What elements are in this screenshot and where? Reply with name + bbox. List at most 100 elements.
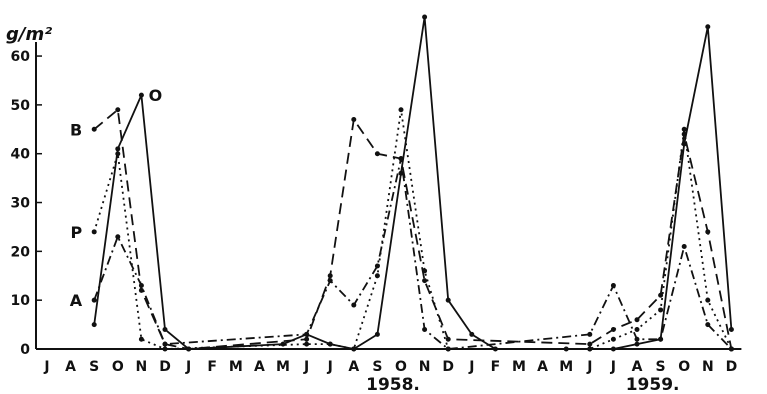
data-point [351,302,357,308]
y-tick-label: 0 [20,342,30,358]
x-tick-label: S [372,359,382,375]
data-point [304,336,310,342]
data-point [658,292,664,298]
data-point [681,126,687,132]
data-point [658,307,664,313]
x-tick-label: S [89,359,99,375]
y-tick-label: 30 [11,196,31,212]
x-tick-label: M [512,359,526,375]
data-point [634,326,640,332]
x-tick-label: A [254,359,265,375]
x-tick-label: O [112,359,124,375]
x-tick-label: D [726,359,738,375]
series-label: A [70,291,83,310]
x-tick-label: J [468,359,474,375]
y-tick-labels: 0 10 20 30 40 50 60 g/m² [6,24,52,358]
series-label: B [70,120,82,139]
y-axis-unit-label: g/m² [6,24,52,45]
data-point [610,326,616,332]
data-point [705,297,711,303]
data-point [162,346,168,352]
x-tick-label: D [442,359,454,375]
data-point [138,283,144,289]
data-point [304,341,310,347]
data-point [563,346,569,352]
data-point [705,24,711,30]
data-point [115,151,121,157]
data-point [351,117,357,123]
y-tick-label: 20 [11,244,31,260]
data-point [374,273,380,279]
x-tick-label: N [419,359,431,375]
x-tick-label: J [303,359,309,375]
data-point [422,268,428,274]
data-point [138,336,144,342]
data-point [492,346,498,352]
series-P [91,107,734,352]
series-A [91,156,734,352]
data-point [422,278,428,284]
data-point [374,151,380,157]
x-tick-label: J [327,359,333,375]
x-tick-label: A [537,359,548,375]
data-point [91,229,97,235]
series-line [93,157,733,350]
data-point [445,297,451,303]
x-tick-label: J [610,359,616,375]
axes [35,42,742,350]
data-point [327,341,333,347]
data-point [374,331,380,337]
x-tick-label: F [491,359,501,375]
series-O [91,14,734,352]
x-tick-label: D [159,359,171,375]
x-tick-label: A [348,359,359,375]
data-point [587,346,593,352]
data-point [705,322,711,328]
y-tick-label: 60 [11,49,31,65]
data-point [351,346,357,352]
data-point [91,322,97,328]
x-tick-label: M [559,359,573,375]
series-line [93,16,733,350]
x-tick-label: S [656,359,666,375]
data-point [374,263,380,269]
x-tick-label: F [207,359,217,375]
data-point [634,336,640,342]
data-point [280,341,286,347]
x-tick-label: O [395,359,407,375]
data-point [162,341,168,347]
year-label: 1959. [626,375,680,394]
data-point [91,297,97,303]
x-tick-label: N [136,359,148,375]
data-point [445,346,451,352]
data-point [91,126,97,132]
data-point [587,331,593,337]
data-point [138,92,144,98]
data-point [398,156,404,162]
data-point [469,331,475,337]
y-tick-label: 10 [11,293,31,309]
data-point [658,336,664,342]
data-point [422,326,428,332]
data-point [610,346,616,352]
x-tick-label: J [185,359,191,375]
x-tick-label: N [702,359,714,375]
x-tick-label: M [276,359,290,375]
series-line [93,108,733,350]
x-tick-label: O [678,359,690,375]
data-point [115,234,121,240]
series-group [91,14,734,352]
data-point [634,341,640,347]
x-tick-label: J [586,359,592,375]
data-point [422,14,428,20]
data-point [705,229,711,235]
series-line [93,108,733,350]
x-tick-label: A [65,359,76,375]
year-label: 1958. [366,375,420,394]
data-point [728,346,734,352]
series-B [91,107,734,352]
x-tick-label: J [43,359,49,375]
data-point [728,326,734,332]
annotations: O B P A [70,86,162,310]
